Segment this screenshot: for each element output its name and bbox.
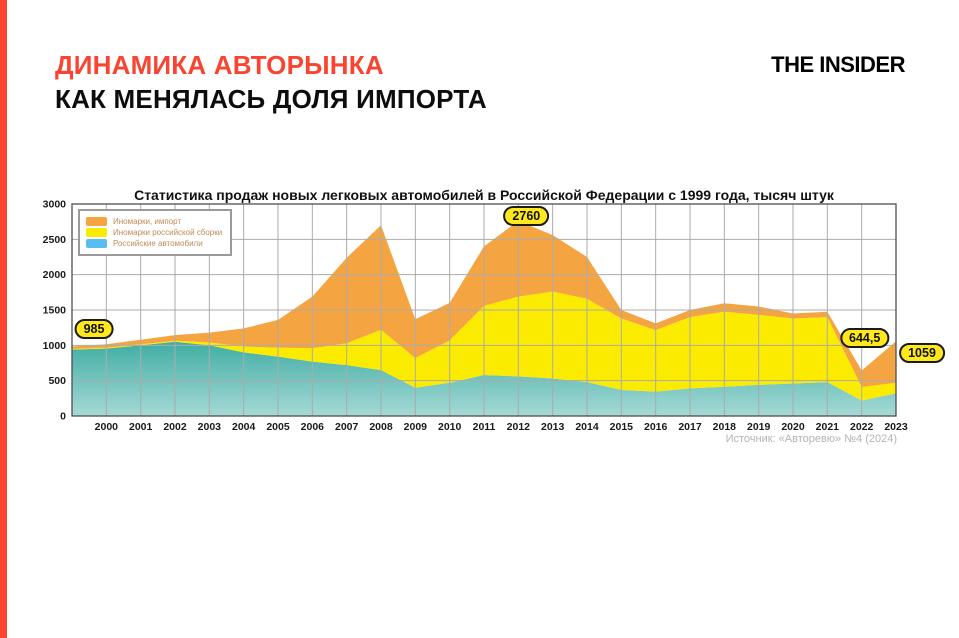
svg-text:2018: 2018 (713, 421, 737, 433)
legend-label: Российские автомобили (113, 239, 203, 248)
svg-text:2003: 2003 (198, 421, 222, 433)
plot-border (71, 203, 897, 417)
value-badge: 1059 (899, 343, 945, 364)
svg-text:2020: 2020 (781, 421, 805, 433)
svg-text:500: 500 (48, 375, 66, 387)
svg-text:1000: 1000 (43, 340, 67, 352)
svg-text:2017: 2017 (678, 421, 702, 433)
x-axis-labels: 2000 2001 2002 2003 2004 2005 2006 2007 2008 2009… (95, 421, 908, 433)
svg-text:0: 0 (60, 411, 66, 423)
svg-text:2009: 2009 (404, 421, 428, 433)
svg-text:3000: 3000 (43, 199, 67, 211)
svg-text:2016: 2016 (644, 421, 668, 433)
svg-text:2021: 2021 (816, 421, 840, 433)
svg-text:2023: 2023 (884, 421, 908, 433)
svg-text:2012: 2012 (507, 421, 531, 433)
svg-text:2010: 2010 (438, 421, 462, 433)
svg-text:2015: 2015 (610, 421, 634, 433)
svg-text:2001: 2001 (129, 421, 153, 433)
the-insider-logo: THE INSIDER (771, 52, 905, 77)
svg-text:1500: 1500 (43, 305, 67, 317)
svg-text:2008: 2008 (369, 421, 393, 433)
chart-canvas: Статистика продаж новых легковых автомоб… (43, 187, 908, 433)
stacked-area-chart: Статистика продаж новых легковых автомоб… (0, 180, 959, 470)
svg-text:2006: 2006 (301, 421, 325, 433)
svg-text:2014: 2014 (575, 421, 599, 433)
svg-text:2013: 2013 (541, 421, 565, 433)
legend-label: Иномарки российской сборки (113, 228, 223, 237)
value-badge: 985 (74, 319, 114, 340)
svg-text:2007: 2007 (335, 421, 359, 433)
svg-text:2022: 2022 (850, 421, 874, 433)
svg-text:2000: 2000 (43, 269, 67, 281)
legend-swatch-icon (86, 217, 107, 226)
legend-item: Иномарки российской сборки (86, 228, 222, 237)
svg-text:2500: 2500 (43, 234, 67, 246)
chart-title: Статистика продаж новых легковых автомоб… (134, 187, 835, 203)
svg-text:2002: 2002 (163, 421, 187, 433)
y-axis-labels: 0 500 1000 1500 2000 2500 3000 (43, 199, 67, 423)
gridlines (72, 204, 896, 416)
svg-text:2005: 2005 (266, 421, 290, 433)
left-accent-bar (0, 0, 7, 638)
svg-text:2011: 2011 (473, 421, 496, 433)
value-badge: 2760 (503, 205, 550, 226)
legend-label: Иномарки, импорт (113, 217, 182, 226)
value-badge: 644,5 (840, 328, 890, 349)
page-subtitle: КАК МЕНЯЛАСЬ ДОЛЯ ИМПОРТА (55, 84, 487, 114)
legend-item: Российские автомобили (86, 239, 222, 248)
page-title: ДИНАМИКА АВТОРЫНКА (55, 50, 384, 80)
legend-swatch-icon (86, 228, 107, 237)
svg-text:2004: 2004 (232, 421, 256, 433)
source-note: Источник: «Авторевю» №4 (2024) (725, 433, 897, 445)
chart-legend: Иномарки, импорт Иномарки российской сбор… (78, 209, 233, 256)
legend-swatch-icon (86, 239, 107, 248)
svg-text:2000: 2000 (95, 421, 119, 433)
legend-item: Иномарки, импорт (86, 217, 222, 226)
svg-text:2019: 2019 (747, 421, 771, 433)
